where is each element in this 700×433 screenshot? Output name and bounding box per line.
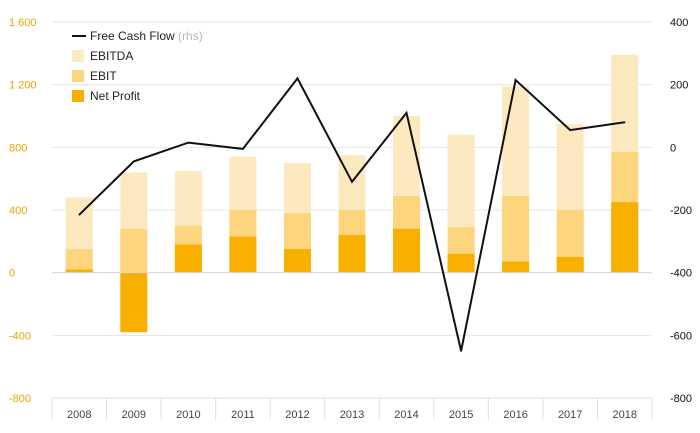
legend: Free Cash Flow (rhs) EBITDA EBIT Net Profit: [72, 29, 203, 103]
y-right-tick-label: -200: [670, 205, 692, 217]
legend-swatch-net-profit: [72, 90, 84, 102]
bar-net-profit-2016: [502, 261, 530, 273]
x-tick-label-2017: 2017: [558, 409, 582, 421]
y-left-tick-label: 1 600: [9, 17, 37, 29]
legend-swatch-ebitda: [72, 50, 84, 62]
x-tick-label-2009: 2009: [122, 409, 146, 421]
x-tick-label-2016: 2016: [503, 409, 527, 421]
x-tick-label-2012: 2012: [285, 409, 309, 421]
x-tick-label-2010: 2010: [176, 409, 200, 421]
legend-label-net-profit: Net Profit: [90, 89, 141, 103]
y-right-tick-label: -800: [670, 393, 692, 405]
x-tick-label-2013: 2013: [340, 409, 364, 421]
bar-net-profit-2014: [393, 228, 421, 273]
bar-net-profit-2010: [174, 244, 202, 273]
x-tick-label-2014: 2014: [394, 409, 418, 421]
y-left-tick-label: 0: [9, 268, 15, 280]
x-tick-label-2008: 2008: [67, 409, 91, 421]
legend-label-free-cash-flow: Free Cash Flow (rhs): [90, 29, 203, 43]
free-cash-flow-line: [78, 76, 626, 352]
point-free-cash-flow-2012: [296, 77, 299, 80]
point-free-cash-flow-2011: [242, 148, 244, 150]
legend-rhs-suffix: (rhs): [175, 29, 203, 43]
point-free-cash-flow-2013: [351, 181, 353, 183]
y-left-tick-label: -400: [9, 330, 31, 342]
bar-ebit-2016: [502, 195, 530, 273]
y-right-tick-label: 200: [670, 80, 688, 92]
bar-net-profit-2017: [556, 257, 584, 273]
x-tick-label-2015: 2015: [449, 409, 473, 421]
y-right-tick-label: 0: [670, 142, 676, 154]
legend-label-ebitda: EBITDA: [90, 49, 133, 63]
y-right-tick-label: 400: [670, 17, 688, 29]
point-free-cash-flow-2014: [405, 112, 408, 114]
bar-ebit-2009: [120, 228, 148, 273]
y-right-tick-label: -600: [670, 330, 692, 342]
legend-swatch-ebit: [72, 70, 84, 82]
bars: [65, 54, 639, 333]
point-free-cash-flow-2008: [78, 213, 81, 216]
bar-net-profit-2015: [447, 253, 475, 273]
y-left-tick-label: -800: [9, 393, 31, 405]
x-tick-label-2018: 2018: [612, 409, 636, 421]
bar-ebit-2008: [65, 249, 93, 273]
bar-net-profit-2009: [120, 272, 148, 333]
legend-label-ebit: EBIT: [90, 69, 117, 83]
y-axis-left: -800 -400 0 400 800 1 200 1 600: [9, 17, 37, 405]
y-left-tick-label: 1 200: [9, 80, 37, 92]
x-axis: 2008 2009 2010 2011 2012 2013 2014 2015 2016 2017…: [51, 397, 653, 421]
bar-net-profit-2011: [229, 236, 257, 273]
point-free-cash-flow-2015: [460, 350, 462, 352]
point-free-cash-flow-2009: [133, 160, 135, 163]
point-free-cash-flow-2017: [569, 129, 571, 131]
point-free-cash-flow-2016: [514, 79, 517, 81]
y-right-tick-label: -400: [670, 268, 692, 280]
bar-net-profit-2013: [338, 235, 366, 273]
bar-net-profit-2012: [283, 249, 311, 273]
point-free-cash-flow-2018: [623, 121, 626, 124]
x-tick-label-2011: 2011: [231, 409, 255, 421]
bar-net-profit-2008: [65, 269, 93, 273]
y-axis-right: -800 -600 -400 -200 0 200 400: [670, 17, 692, 405]
y-left-tick-label: 800: [9, 142, 27, 154]
bar-net-profit-2018: [611, 202, 639, 273]
point-free-cash-flow-2010: [187, 141, 190, 144]
y-left-tick-label: 400: [9, 205, 27, 217]
